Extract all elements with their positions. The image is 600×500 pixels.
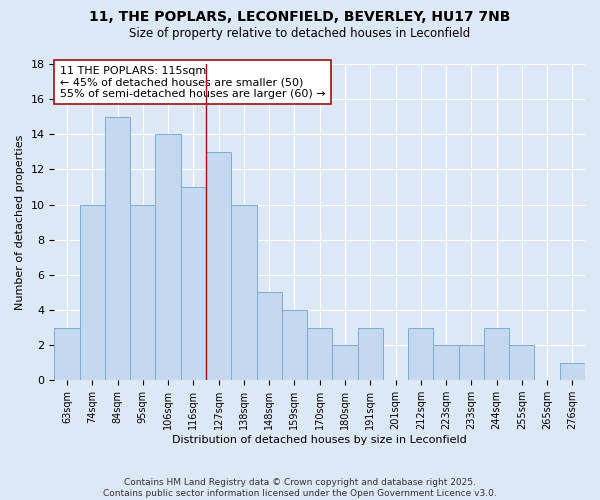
Text: 11 THE POPLARS: 115sqm
← 45% of detached houses are smaller (50)
55% of semi-det: 11 THE POPLARS: 115sqm ← 45% of detached… xyxy=(60,66,325,99)
Bar xyxy=(105,116,130,380)
Bar xyxy=(484,328,509,380)
Bar xyxy=(130,204,155,380)
Bar xyxy=(257,292,282,380)
Bar xyxy=(458,345,484,380)
Bar xyxy=(181,187,206,380)
Text: Size of property relative to detached houses in Leconfield: Size of property relative to detached ho… xyxy=(130,28,470,40)
Bar xyxy=(307,328,332,380)
Bar xyxy=(509,345,535,380)
Bar xyxy=(358,328,383,380)
Bar xyxy=(560,362,585,380)
Bar xyxy=(332,345,358,380)
Bar xyxy=(55,328,80,380)
Bar xyxy=(155,134,181,380)
Text: Contains HM Land Registry data © Crown copyright and database right 2025.
Contai: Contains HM Land Registry data © Crown c… xyxy=(103,478,497,498)
X-axis label: Distribution of detached houses by size in Leconfield: Distribution of detached houses by size … xyxy=(172,435,467,445)
Bar xyxy=(408,328,433,380)
Bar xyxy=(282,310,307,380)
Text: 11, THE POPLARS, LECONFIELD, BEVERLEY, HU17 7NB: 11, THE POPLARS, LECONFIELD, BEVERLEY, H… xyxy=(89,10,511,24)
Bar xyxy=(80,204,105,380)
Bar xyxy=(231,204,257,380)
Y-axis label: Number of detached properties: Number of detached properties xyxy=(15,134,25,310)
Bar xyxy=(206,152,231,380)
Bar xyxy=(433,345,458,380)
